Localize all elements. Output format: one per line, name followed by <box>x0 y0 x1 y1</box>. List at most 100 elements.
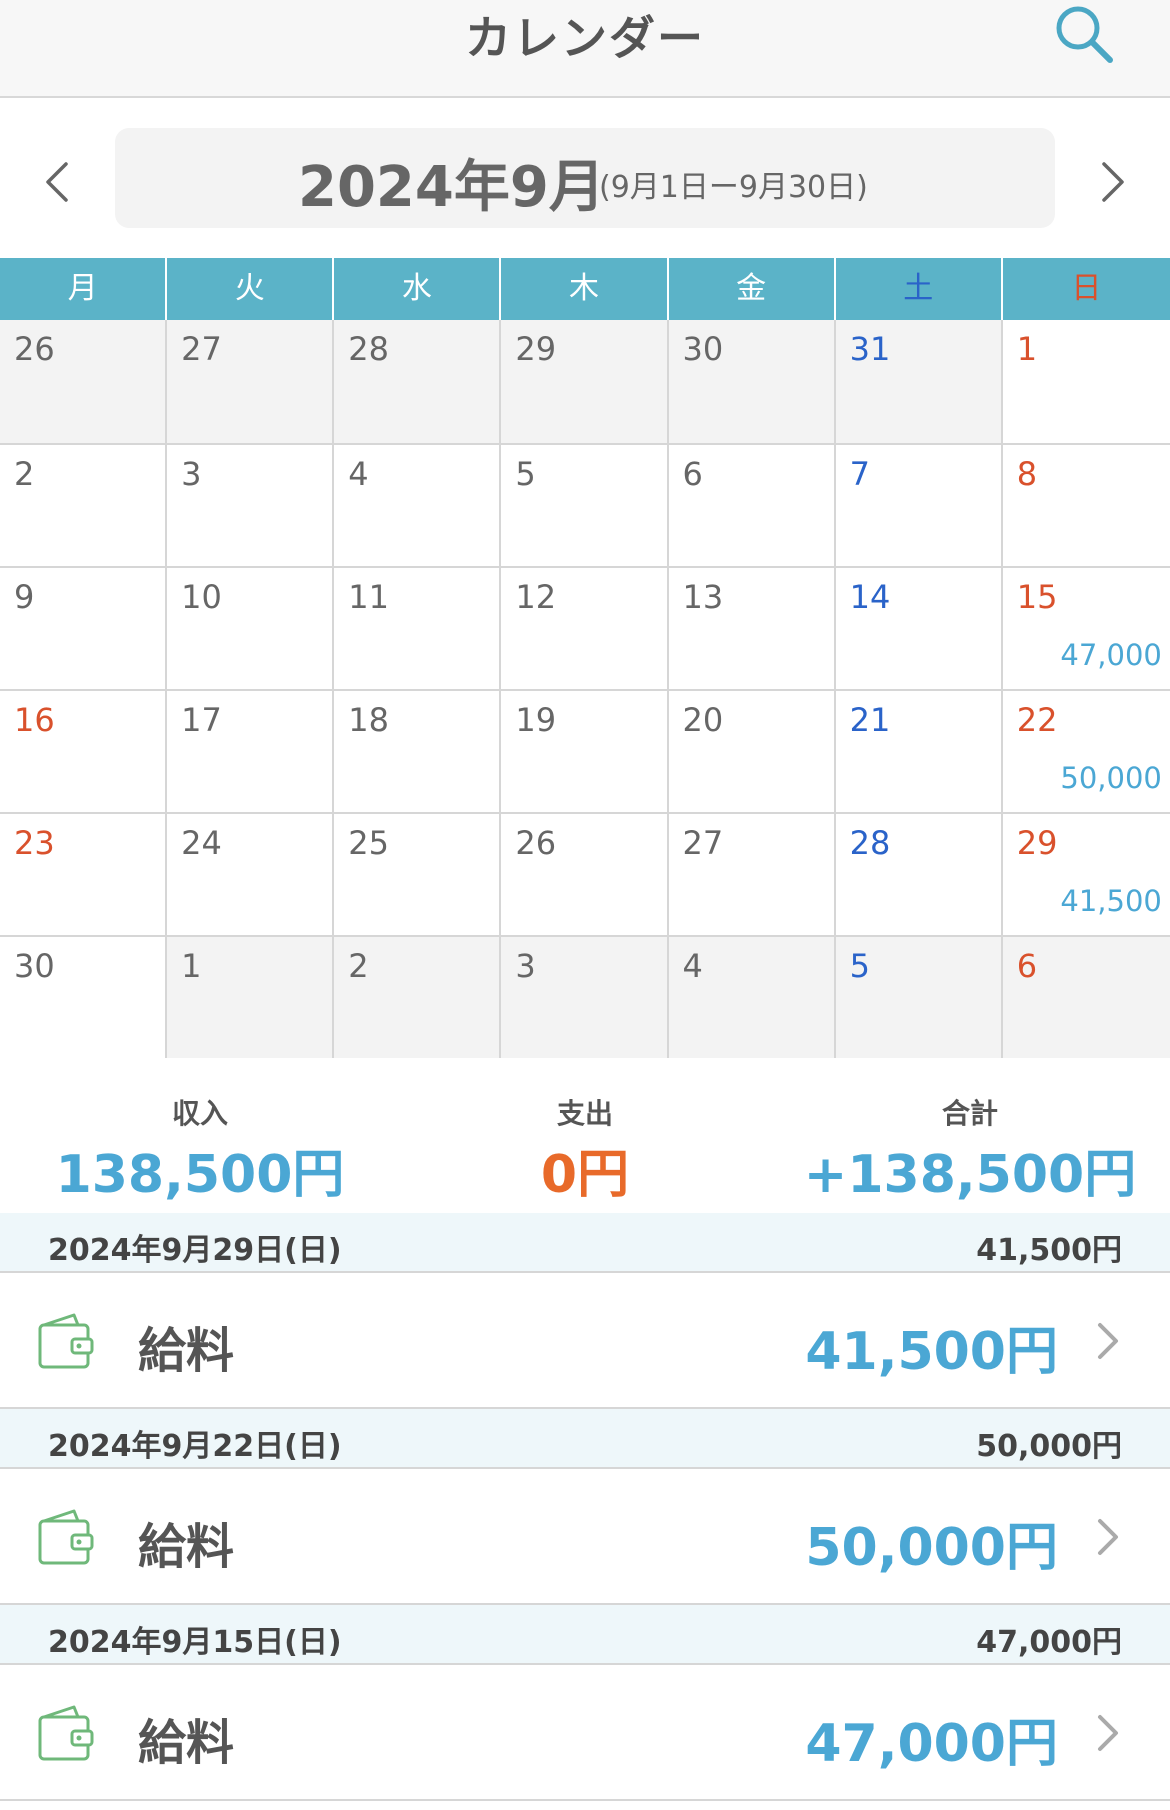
calendar-week: 26 27 28 29 30 31 1 <box>0 320 1170 443</box>
day-income-amount: 47,000 <box>1060 638 1162 672</box>
category-name: 給料 <box>138 1323 235 1379</box>
calendar-day[interactable]: 13 <box>668 568 836 689</box>
day-number: 18 <box>348 701 389 739</box>
calendar-day[interactable]: 3 <box>501 937 669 1058</box>
wallet-icon <box>38 1313 94 1369</box>
calendar-week: 30 1 2 3 4 5 6 <box>0 935 1170 1058</box>
day-number: 1 <box>181 947 202 985</box>
month-navigation: 2024年9月 (9月1日ー9月30日) <box>0 98 1170 258</box>
day-number: 27 <box>682 824 724 862</box>
day-number: 3 <box>515 947 536 985</box>
month-summary: 収入 138,500円 支出 0円 合計 +138,500円 <box>0 1058 1170 1213</box>
calendar-day[interactable]: 3 <box>167 445 335 566</box>
calendar-day[interactable]: 9 <box>0 568 168 689</box>
date-header: 2024年9月15日(日) 47,000円 <box>0 1605 1170 1665</box>
wallet-icon <box>38 1509 94 1565</box>
day-number: 2 <box>14 455 35 493</box>
calendar-day[interactable]: 18 <box>334 691 502 812</box>
total-summary: 合計 +138,500円 <box>790 1092 1150 1207</box>
transaction-amount: 41,500円 <box>805 1322 1058 1382</box>
calendar-day[interactable]: 27 <box>167 320 335 443</box>
transaction-row[interactable]: 給料 41,500円 <box>0 1273 1170 1409</box>
calendar-day[interactable]: 10 <box>167 568 335 689</box>
calendar-day[interactable]: 24 <box>167 814 335 935</box>
calendar-day[interactable]: 4 <box>668 937 836 1058</box>
day-income-amount: 50,000 <box>1060 761 1162 795</box>
calendar-grid: 26 27 28 29 30 31 1 2 3 4 5 6 7 8 9 10 11 12 13 14 15 47,000 1… <box>0 320 1170 1058</box>
calendar-day[interactable]: 1 <box>167 937 335 1058</box>
weekday-thu: 木 <box>501 258 669 320</box>
month-range: (9月1日ー9月30日) <box>599 170 868 205</box>
calendar-day[interactable]: 12 <box>501 568 669 689</box>
income-value: 138,500円 <box>55 1145 345 1205</box>
chevron-right-icon <box>1098 1715 1118 1751</box>
calendar-day[interactable]: 21 <box>835 691 1003 812</box>
weekday-tue: 火 <box>167 258 335 320</box>
calendar-day[interactable]: 11 <box>334 568 502 689</box>
calendar-day[interactable]: 5 <box>501 445 669 566</box>
calendar-day[interactable]: 27 <box>668 814 836 935</box>
day-number: 26 <box>515 824 557 862</box>
calendar-day[interactable]: 20 <box>668 691 836 812</box>
day-number: 15 <box>1016 578 1058 616</box>
day-number: 14 <box>849 578 891 616</box>
calendar-day[interactable]: 29 41,500 <box>1002 814 1170 935</box>
calendar-week: 2 3 4 5 6 7 8 <box>0 443 1170 566</box>
date-label: 2024年9月29日(日) <box>48 1233 342 1268</box>
calendar-day[interactable]: 15 47,000 <box>1002 568 1170 689</box>
calendar-day[interactable]: 17 <box>167 691 335 812</box>
calendar-day[interactable]: 29 <box>501 320 669 443</box>
calendar-day[interactable]: 26 <box>501 814 669 935</box>
chevron-right-icon <box>1098 1323 1118 1359</box>
day-number: 19 <box>515 701 557 739</box>
calendar-day[interactable]: 30 <box>0 937 168 1058</box>
search-button[interactable] <box>1052 2 1118 68</box>
weekday-sat: 土 <box>835 258 1003 320</box>
calendar-day[interactable]: 26 <box>0 320 168 443</box>
previous-month-button[interactable] <box>36 152 80 212</box>
calendar-day[interactable]: 23 <box>0 814 168 935</box>
day-number: 9 <box>14 578 35 616</box>
calendar-day[interactable]: 6 <box>668 445 836 566</box>
day-number: 8 <box>1016 455 1038 493</box>
calendar-day[interactable]: 22 50,000 <box>1002 691 1170 812</box>
calendar-day[interactable]: 16 <box>0 691 168 812</box>
day-number: 21 <box>849 701 891 739</box>
transaction-row[interactable]: 給料 47,000円 <box>0 1665 1170 1801</box>
calendar-day[interactable]: 28 <box>835 814 1003 935</box>
day-number: 6 <box>682 455 703 493</box>
month-label: 2024年9月 <box>298 155 605 220</box>
calendar-day[interactable]: 8 <box>1002 445 1170 566</box>
month-selector[interactable]: 2024年9月 (9月1日ー9月30日) <box>115 128 1055 228</box>
chevron-left-icon <box>46 162 68 202</box>
calendar-day[interactable]: 19 <box>501 691 669 812</box>
calendar-day[interactable]: 25 <box>334 814 502 935</box>
calendar-day[interactable]: 30 <box>668 320 836 443</box>
calendar-day[interactable]: 2 <box>334 937 502 1058</box>
weekday-header: 月 火 水 木 金 土 日 <box>0 258 1170 320</box>
date-header: 2024年9月29日(日) 41,500円 <box>0 1213 1170 1273</box>
day-number: 28 <box>849 824 891 862</box>
calendar-day[interactable]: 5 <box>835 937 1003 1058</box>
day-number: 5 <box>515 455 536 493</box>
day-number: 29 <box>515 330 557 368</box>
income-summary: 収入 138,500円 <box>40 1092 360 1207</box>
day-number: 22 <box>1016 701 1058 739</box>
expense-value: 0円 <box>540 1145 630 1205</box>
calendar-day[interactable]: 1 <box>1002 320 1170 443</box>
day-income-amount: 41,500 <box>1060 884 1162 918</box>
day-number: 4 <box>348 455 369 493</box>
next-month-button[interactable] <box>1090 152 1134 212</box>
calendar-day[interactable]: 14 <box>835 568 1003 689</box>
calendar-day[interactable]: 28 <box>334 320 502 443</box>
calendar-day[interactable]: 6 <box>1002 937 1170 1058</box>
weekday-mon: 月 <box>0 258 168 320</box>
calendar-day[interactable]: 4 <box>334 445 502 566</box>
calendar-day[interactable]: 2 <box>0 445 168 566</box>
day-number: 2 <box>348 947 369 985</box>
calendar-day[interactable]: 31 <box>835 320 1003 443</box>
calendar-day[interactable]: 7 <box>835 445 1003 566</box>
wallet-icon <box>38 1705 94 1761</box>
day-number: 25 <box>348 824 389 862</box>
transaction-row[interactable]: 給料 50,000円 <box>0 1469 1170 1605</box>
